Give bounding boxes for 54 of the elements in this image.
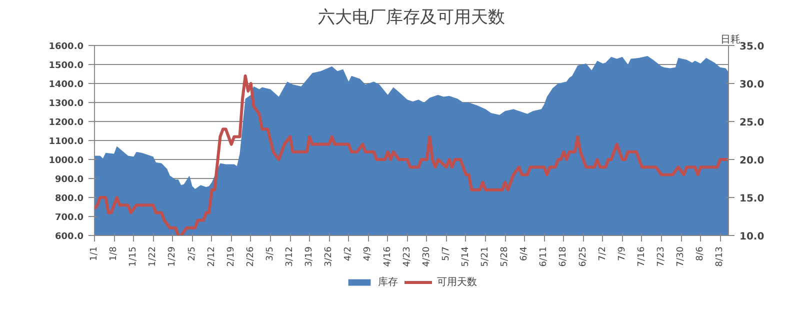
y-tick-label: 1200.0 [48,118,84,128]
chart-title: 六大电厂库存及可用天数 [318,8,505,28]
x-tick-label: 7/23 [656,246,666,267]
x-tick-label: 6/11 [539,246,550,267]
x-tick-label: 4/16 [382,246,393,267]
x-tick-label: 3/19 [304,246,315,267]
legend-label: 可用天数 [437,276,477,289]
y-tick-label: 600.0 [55,232,84,242]
x-tick-label: 3/26 [324,246,334,267]
x-tick-label: 1/15 [128,246,139,267]
x-tick-label: 3/5 [265,246,276,261]
y-tick-label: 1000.0 [48,156,84,166]
x-tick-label: 2/12 [206,246,217,267]
y2-tick-label: 35.0 [740,42,764,52]
x-tick-label: 5/21 [480,246,491,267]
y2-tick-label: 30.0 [740,80,764,90]
x-tick-label: 3/12 [285,246,296,267]
x-tick-label: 1/8 [109,246,120,261]
x-tick-label: 8/13 [715,246,726,267]
x-tick-label: 5/7 [441,246,452,261]
x-tick-label: 7/16 [636,246,647,267]
x-tick-label: 6/4 [520,246,530,261]
x-tick-label: 5/28 [500,246,510,267]
legend-label: 库存 [378,276,398,289]
x-tick-label: 4/9 [363,246,374,261]
x-tick-label: 8/6 [696,246,706,261]
x-tick-label: 1/1 [90,246,100,261]
x-tick-label: 1/29 [168,246,178,267]
x-tick-label: 6/18 [558,246,569,267]
x-tick-label: 6/25 [578,246,588,267]
y2-tick-label: 10.0 [740,232,764,242]
x-tick-label: 7/30 [676,246,686,267]
x-tick-label: 7/9 [617,246,628,261]
y-tick-label: 1100.0 [48,137,84,147]
x-tick-label: 4/2 [344,246,354,261]
x-tick-label: 1/22 [148,246,158,267]
y-tick-label: 1600.0 [48,42,84,52]
y2-tick-label: 20.0 [740,156,764,166]
y-tick-label: 1500.0 [48,61,84,71]
y2-axis-title: 日耗 [720,34,740,46]
x-tick-label: 2/26 [246,246,256,267]
x-tick-label: 5/14 [460,246,471,267]
y2-tick-label: 15.0 [740,194,764,204]
y-tick-label: 1400.0 [48,80,84,90]
x-tick-label: 4/23 [402,246,412,267]
y-tick-label: 1300.0 [48,99,84,109]
y-tick-label: 900.0 [55,175,84,185]
x-tick-label: 2/19 [226,246,236,267]
y-tick-label: 700.0 [55,213,84,223]
x-tick-label: 7/2 [598,246,608,261]
x-tick-label: 4/30 [422,246,432,267]
x-tick-label: 2/5 [187,246,198,261]
y2-tick-label: 25.0 [740,118,764,128]
y-tick-label: 800.0 [55,194,84,204]
